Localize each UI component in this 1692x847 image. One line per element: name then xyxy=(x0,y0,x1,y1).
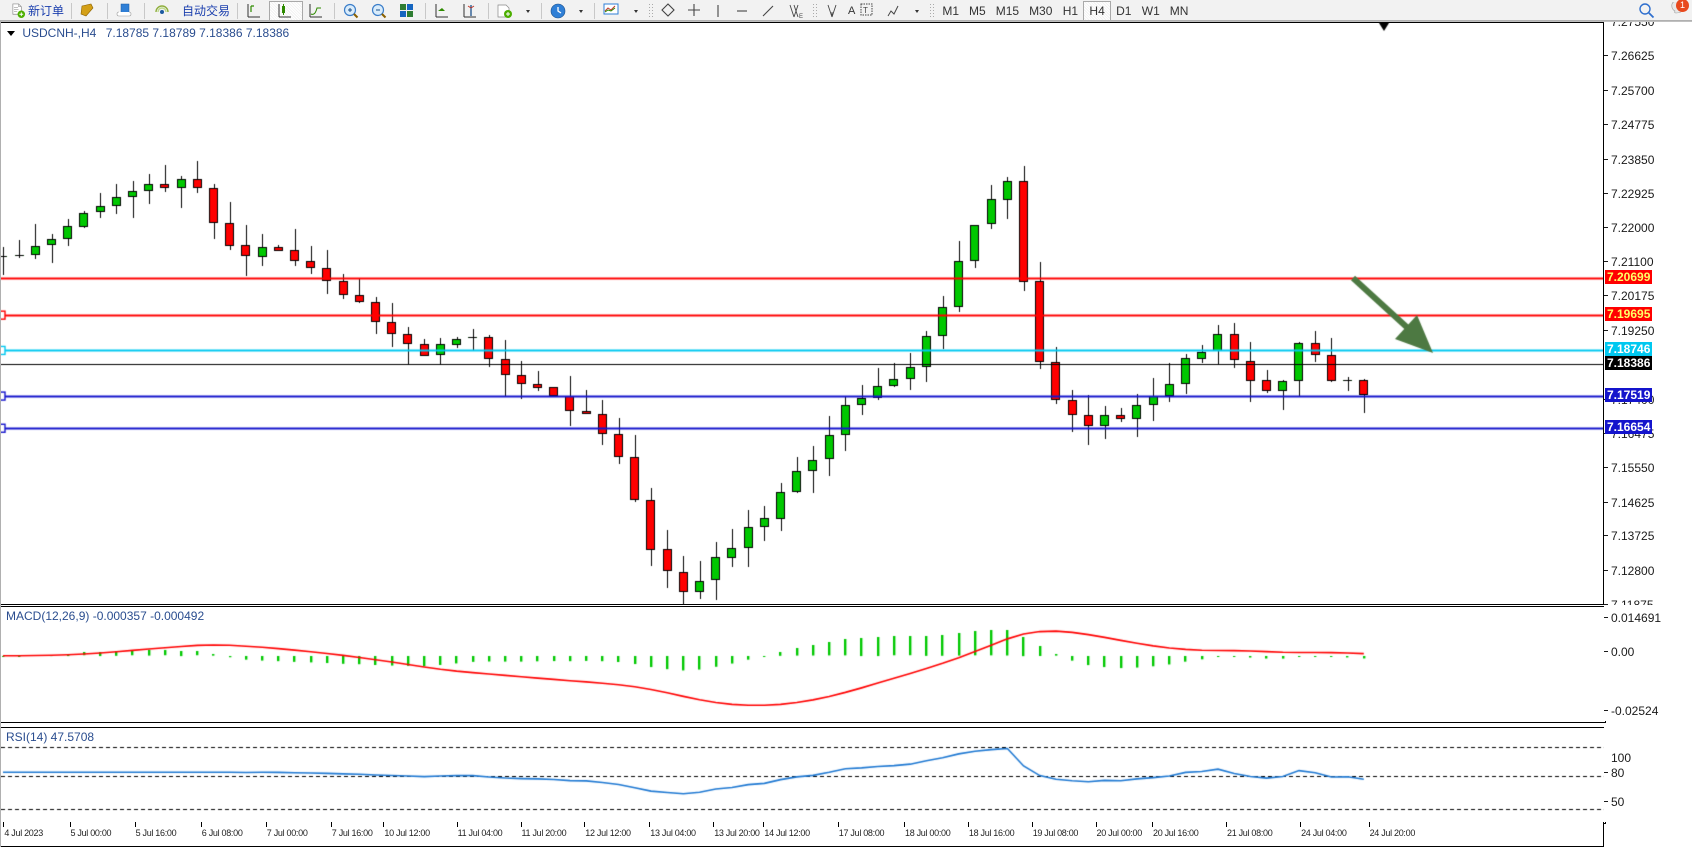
svg-text:E: E xyxy=(799,14,803,20)
svg-text:T: T xyxy=(863,6,868,15)
